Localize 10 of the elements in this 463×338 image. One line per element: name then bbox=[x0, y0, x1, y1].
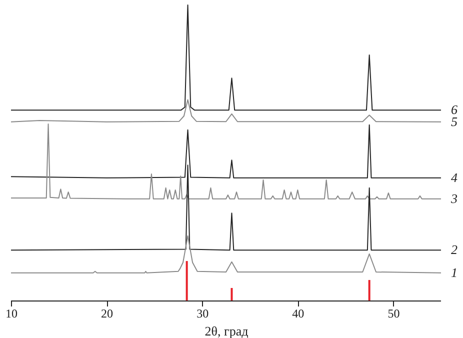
series-label: 3 bbox=[450, 190, 458, 206]
x-tick-label: 50 bbox=[388, 306, 400, 320]
x-tick-label: 30 bbox=[196, 306, 209, 320]
x-tick-label: 10 bbox=[6, 306, 18, 320]
series-label: 2 bbox=[451, 242, 458, 258]
series-label: 4 bbox=[451, 170, 458, 185]
x-tick-label: 40 bbox=[292, 306, 304, 320]
x-tick-label: 20 bbox=[101, 306, 114, 320]
x-axis-title: 2θ, град bbox=[204, 324, 249, 338]
series-label: 1 bbox=[451, 264, 458, 280]
